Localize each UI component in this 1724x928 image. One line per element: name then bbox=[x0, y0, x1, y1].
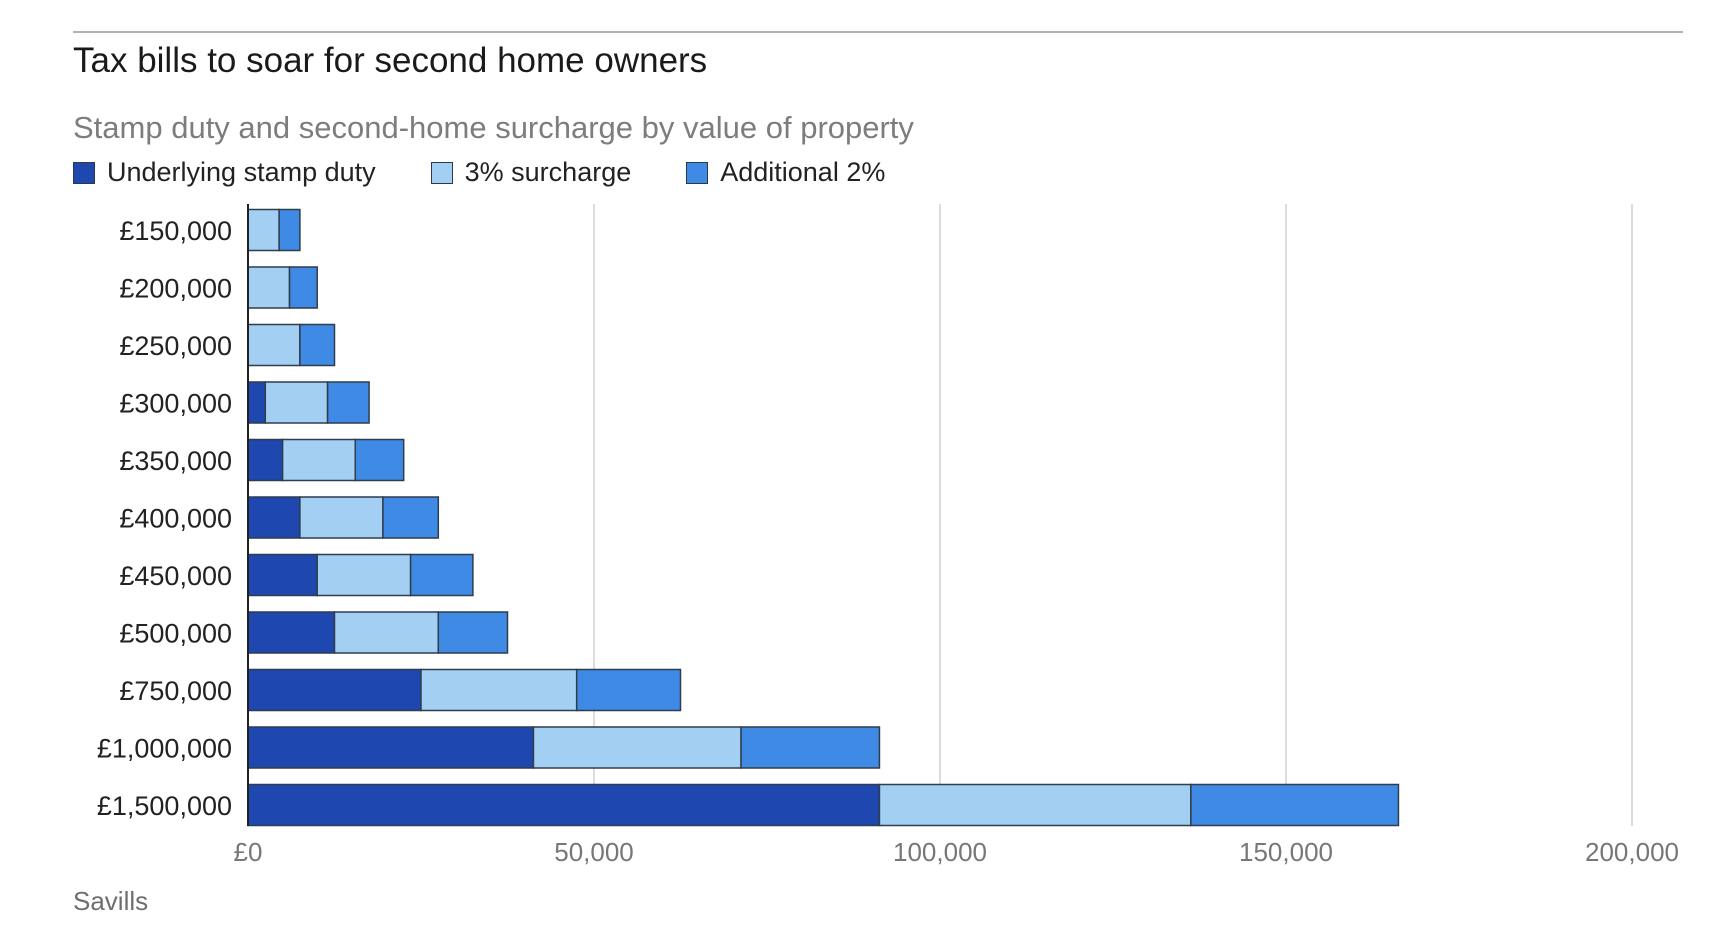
bar-segment-9-0 bbox=[247, 726, 535, 769]
legend-item-surcharge: 3% surcharge bbox=[430, 157, 632, 188]
legend-item-additional: Additional 2% bbox=[686, 157, 885, 188]
source-note: Savills bbox=[73, 886, 149, 916]
x-tick-label-0: £0 bbox=[234, 837, 263, 867]
y-tick-label-1: £200,000 bbox=[119, 274, 232, 304]
bar-segment-4-2 bbox=[354, 438, 405, 482]
bar-segment-6-1 bbox=[316, 553, 412, 597]
bar-segment-2-1 bbox=[247, 323, 301, 367]
x-tick-label-4: 200,000 bbox=[1585, 837, 1679, 867]
bar-segment-3-0 bbox=[247, 381, 267, 424]
legend: Underlying stamp duty 3% surcharge Addit… bbox=[73, 157, 940, 188]
legend-label-underlying: Underlying stamp duty bbox=[107, 157, 376, 187]
y-tick-label-0: £150,000 bbox=[119, 216, 232, 246]
legend-label-additional: Additional 2% bbox=[720, 157, 886, 187]
legend-swatch-underlying bbox=[73, 161, 95, 184]
bar-segment-4-0 bbox=[247, 438, 284, 482]
bar-segment-5-1 bbox=[299, 496, 384, 539]
y-tick-label-5: £400,000 bbox=[119, 504, 232, 534]
x-tick-label-2: 100,000 bbox=[893, 837, 987, 867]
y-tick-label-4: £350,000 bbox=[119, 446, 232, 476]
bar-segment-1-1 bbox=[247, 266, 291, 309]
bar-segment-8-0 bbox=[247, 668, 422, 712]
bar-segment-7-1 bbox=[333, 611, 440, 654]
bar-segment-7-0 bbox=[247, 611, 336, 654]
legend-swatch-additional bbox=[686, 161, 709, 184]
y-tick-label-6: £450,000 bbox=[119, 561, 232, 591]
bar-segment-0-1 bbox=[247, 208, 280, 252]
bar-segment-4-1 bbox=[281, 438, 357, 482]
y-tick-label-3: £300,000 bbox=[119, 389, 232, 419]
bar-segment-3-1 bbox=[264, 381, 329, 424]
y-tick-label-9: £1,000,000 bbox=[97, 734, 232, 764]
bar-segment-8-2 bbox=[575, 668, 682, 712]
bar-segment-0-2 bbox=[278, 208, 301, 252]
y-tick-label-2: £250,000 bbox=[119, 331, 232, 361]
bar-segment-5-2 bbox=[382, 496, 440, 539]
y-tick-label-8: £750,000 bbox=[119, 676, 232, 706]
bar-segment-9-2 bbox=[740, 726, 881, 769]
legend-swatch-surcharge bbox=[430, 161, 453, 184]
legend-label-surcharge: 3% surcharge bbox=[464, 157, 632, 187]
x-tick-label-1: 50,000 bbox=[554, 837, 634, 867]
bar-segment-2-2 bbox=[299, 323, 336, 367]
chart-subtitle: Stamp duty and second-home surcharge by … bbox=[73, 110, 914, 145]
bar-segment-5-0 bbox=[247, 496, 301, 539]
y-tick-label-10: £1,500,000 bbox=[97, 791, 232, 821]
top-rule bbox=[73, 31, 1683, 33]
bar-segment-6-0 bbox=[247, 553, 318, 597]
bar-segment-10-0 bbox=[247, 783, 881, 827]
bar-segment-1-2 bbox=[288, 266, 318, 309]
chart-title: Tax bills to soar for second home owners bbox=[73, 41, 708, 80]
bar-segment-3-2 bbox=[326, 381, 370, 424]
legend-item-underlying: Underlying stamp duty bbox=[73, 157, 376, 188]
bar-segment-6-2 bbox=[409, 553, 474, 597]
bar-segment-9-1 bbox=[532, 726, 742, 769]
y-tick-label-7: £500,000 bbox=[119, 619, 232, 649]
bar-segment-10-2 bbox=[1190, 783, 1400, 827]
bar-segment-10-1 bbox=[878, 783, 1192, 827]
bar-segment-7-2 bbox=[437, 611, 509, 654]
bar-segment-8-1 bbox=[420, 668, 578, 712]
x-tick-label-3: 150,000 bbox=[1239, 837, 1333, 867]
